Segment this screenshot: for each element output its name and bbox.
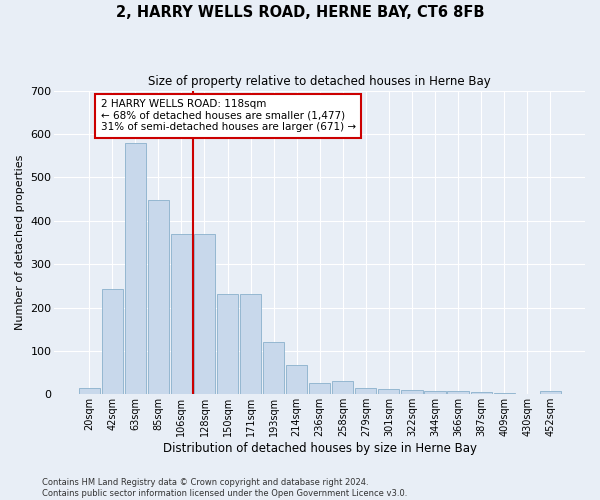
Bar	[424, 391, 446, 394]
Bar	[240, 294, 261, 394]
Bar	[101, 290, 123, 395]
Text: Contains HM Land Registry data © Crown copyright and database right 2024.
Contai: Contains HM Land Registry data © Crown c…	[42, 478, 407, 498]
Text: 2, HARRY WELLS ROAD, HERNE BAY, CT6 8FB: 2, HARRY WELLS ROAD, HERNE BAY, CT6 8FB	[116, 5, 484, 20]
Bar	[125, 142, 146, 394]
Bar	[217, 294, 238, 394]
Bar	[494, 393, 515, 394]
X-axis label: Distribution of detached houses by size in Herne Bay: Distribution of detached houses by size …	[163, 442, 477, 455]
Title: Size of property relative to detached houses in Herne Bay: Size of property relative to detached ho…	[148, 75, 491, 88]
Bar	[470, 392, 492, 394]
Bar	[332, 382, 353, 394]
Bar	[286, 365, 307, 394]
Bar	[171, 234, 192, 394]
Bar	[539, 392, 561, 394]
Text: 2 HARRY WELLS ROAD: 118sqm
← 68% of detached houses are smaller (1,477)
31% of s: 2 HARRY WELLS ROAD: 118sqm ← 68% of deta…	[101, 99, 356, 132]
Bar	[194, 234, 215, 394]
Bar	[309, 384, 331, 394]
Bar	[378, 389, 400, 394]
Bar	[148, 200, 169, 394]
Bar	[401, 390, 422, 394]
Y-axis label: Number of detached properties: Number of detached properties	[15, 154, 25, 330]
Bar	[355, 388, 376, 394]
Bar	[79, 388, 100, 394]
Bar	[263, 342, 284, 394]
Bar	[448, 392, 469, 394]
